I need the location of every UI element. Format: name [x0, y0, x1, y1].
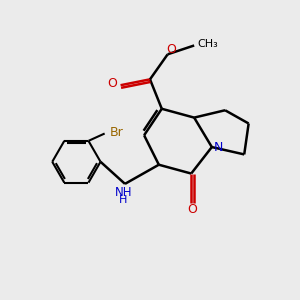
- Text: NH: NH: [115, 186, 132, 199]
- Text: Br: Br: [110, 125, 124, 139]
- Text: O: O: [166, 43, 176, 56]
- Text: O: O: [187, 203, 197, 216]
- Text: H: H: [119, 195, 128, 205]
- Text: N: N: [214, 141, 223, 154]
- Text: CH₃: CH₃: [197, 39, 218, 49]
- Text: O: O: [107, 77, 117, 90]
